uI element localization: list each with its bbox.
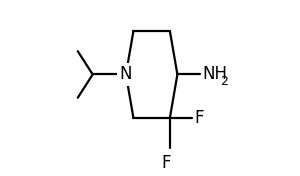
Text: N: N	[120, 65, 132, 83]
Text: F: F	[162, 154, 171, 172]
Text: F: F	[194, 109, 203, 127]
Text: 2: 2	[220, 75, 228, 88]
Text: NH: NH	[202, 65, 227, 83]
